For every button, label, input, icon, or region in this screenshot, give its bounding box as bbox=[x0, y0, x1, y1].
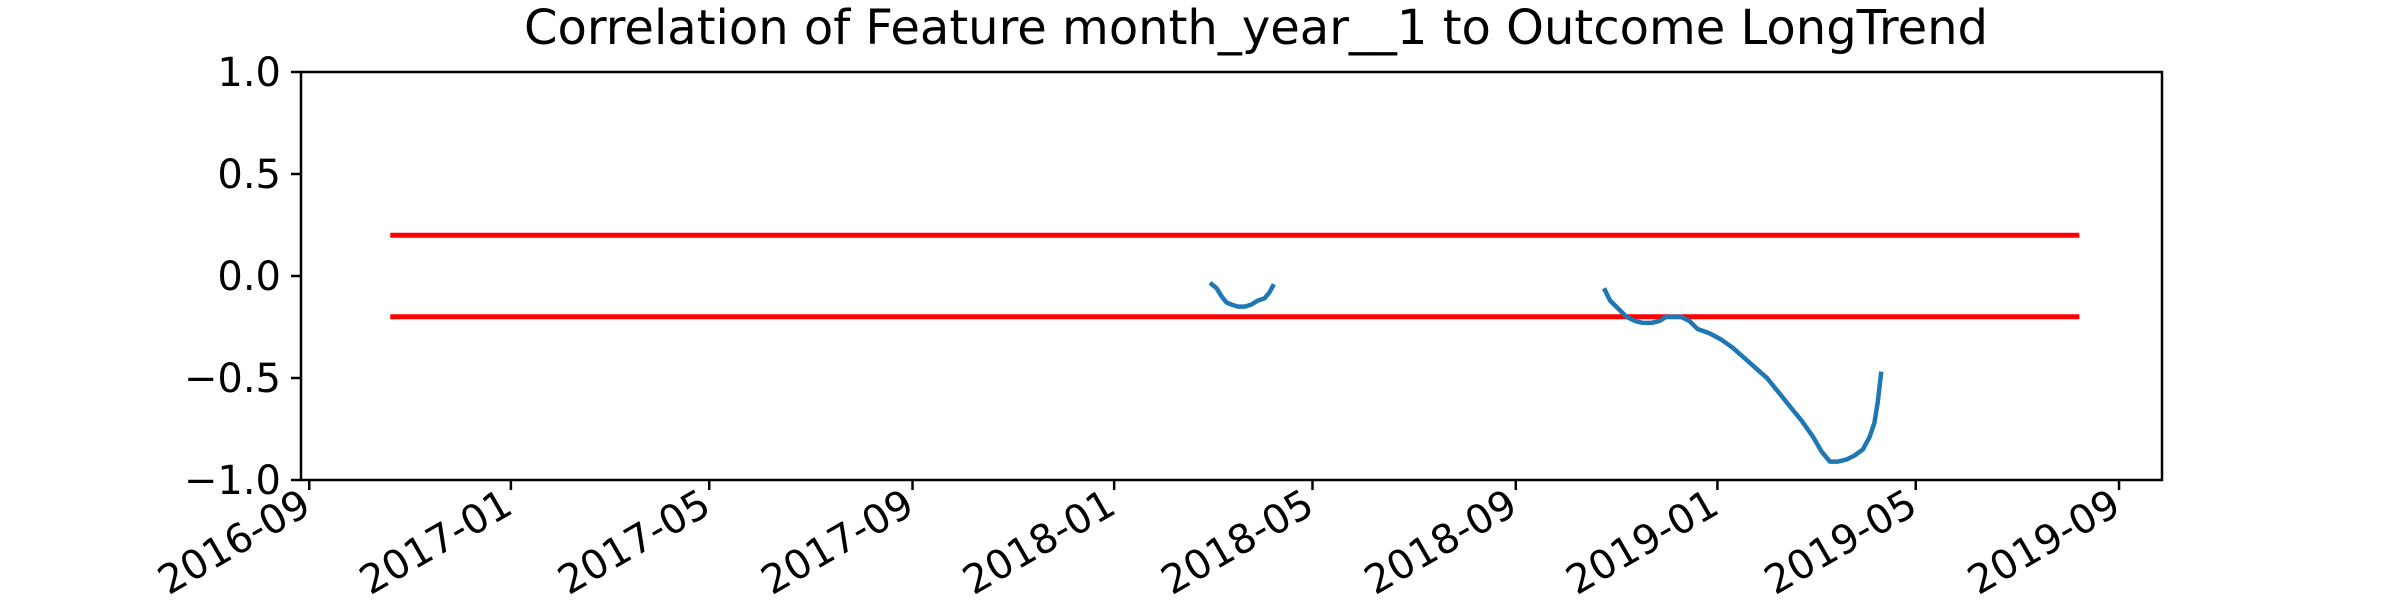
x-tick-label: 2019-05 bbox=[1757, 481, 1925, 600]
plot-area bbox=[390, 232, 2080, 464]
x-tick-label: 2017-09 bbox=[754, 481, 922, 600]
x-tick-label: 2018-05 bbox=[1154, 481, 1322, 600]
x-axis: 2016-09 2017-01 2017-05 2017-09 2018-01 2018-… bbox=[151, 480, 2128, 600]
y-axis: 1.0 0.5 0.0 −0.5 −1.0 bbox=[184, 50, 301, 504]
x-tick-label: 2018-09 bbox=[1357, 481, 1525, 600]
y-tick-label: 1.0 bbox=[217, 50, 281, 96]
y-tick-label: 0.5 bbox=[217, 152, 281, 198]
y-tick-label: −0.5 bbox=[184, 356, 281, 402]
x-tick-label: 2019-09 bbox=[1960, 481, 2128, 600]
axes-frame bbox=[299, 70, 2164, 482]
y-tick-label: −1.0 bbox=[184, 458, 281, 504]
x-tick-label: 2019-01 bbox=[1559, 481, 1727, 600]
x-tick-label: 2017-01 bbox=[352, 481, 520, 600]
chart-title: Correlation of Feature month_year__1 to … bbox=[524, 0, 1988, 56]
x-tick-label: 2017-05 bbox=[550, 481, 718, 600]
y-tick-label: 0.0 bbox=[217, 254, 281, 300]
series-line-segment bbox=[1601, 287, 1884, 464]
x-tick-label: 2018-01 bbox=[955, 481, 1123, 600]
series-line-segment bbox=[1208, 281, 1276, 309]
